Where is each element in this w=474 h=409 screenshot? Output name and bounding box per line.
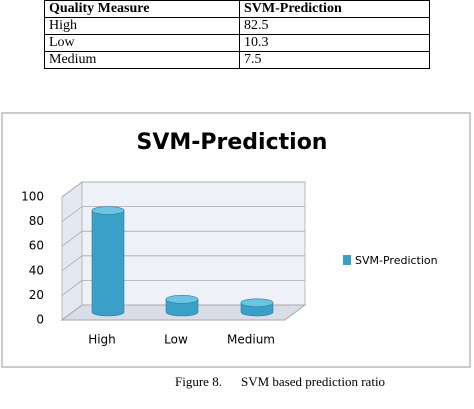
cell: 7.5 [239,51,430,69]
grid-line [61,279,305,296]
x-tick-label: Medium [227,333,275,347]
cell: Medium [44,51,240,69]
x-tick-label: High [88,333,116,347]
row: Medium 7.5 [44,51,430,69]
caption-label: Figure 8. [175,374,222,389]
grid-line [61,181,305,198]
y-tick-label: 60 [29,239,44,253]
bar-top [240,298,274,308]
cell: Low [44,34,240,52]
data-table: Quality Measure SVM-Prediction High 82.5 L… [44,0,430,69]
chart: SVM-Prediction SVM-Prediction 0 20 40 60 80 1… [1,112,471,368]
row: Low 10.3 [44,34,430,52]
y-tick-label: 40 [29,263,44,277]
chart-title: SVM-Prediction [137,130,328,155]
y-tick-label: 100 [21,190,44,204]
side-wall [61,181,83,321]
y-tick-label: 0 [36,313,44,327]
grid-line [61,206,305,222]
legend-label: SVM-Prediction [355,254,438,267]
y-tick-label: 20 [29,288,44,302]
bar-top [165,295,199,304]
bar-top [91,206,125,215]
bar [165,299,199,317]
bar [91,210,125,317]
grid-line [61,255,305,272]
caption-text: SVM based prediction ratio [241,374,386,389]
x-tick-label: Low [164,333,188,347]
legend-swatch [343,255,351,265]
grid-line [61,304,305,321]
y-tick-label: 80 [29,214,44,228]
grid-line [61,230,305,247]
